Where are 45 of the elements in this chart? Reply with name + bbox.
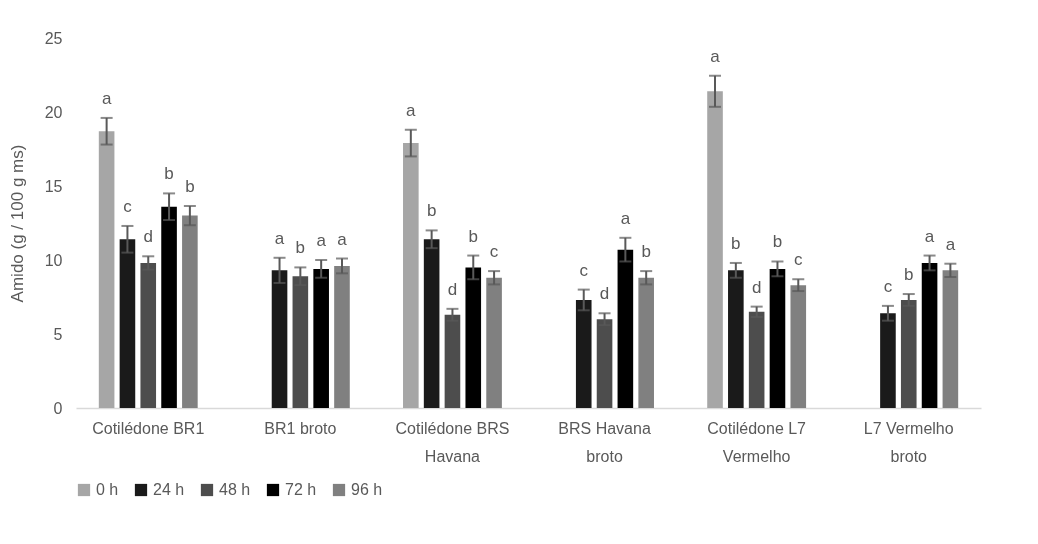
data-label: c bbox=[579, 260, 589, 280]
y-tick-label: 20 bbox=[44, 103, 63, 121]
y-tick-label: 25 bbox=[44, 29, 63, 47]
x-tick-label: BRS Havana broto bbox=[558, 419, 651, 465]
data-label: a bbox=[945, 234, 956, 254]
data-label: b bbox=[641, 242, 651, 262]
data-label: d bbox=[447, 279, 458, 299]
y-axis-title: Amido (g / 100 g ms) bbox=[7, 144, 27, 303]
data-label: c bbox=[883, 276, 893, 296]
data-label: d bbox=[599, 284, 610, 304]
data-label: a bbox=[710, 46, 721, 66]
data-label: c bbox=[794, 250, 804, 270]
data-label: b bbox=[468, 226, 478, 246]
x-tick-label: Cotilédone BR1 bbox=[92, 419, 205, 437]
y-tick-label: 15 bbox=[44, 177, 63, 195]
data-label: a bbox=[101, 88, 112, 108]
data-label: b bbox=[904, 265, 914, 285]
data-label: d bbox=[143, 227, 153, 247]
data-label: d bbox=[751, 277, 762, 297]
data-label: b bbox=[772, 232, 783, 252]
data-label: b bbox=[185, 176, 195, 196]
y-tick-label: 5 bbox=[53, 325, 63, 343]
legend-label: 24 h bbox=[153, 481, 185, 498]
data-label: a bbox=[924, 226, 935, 246]
data-label: a bbox=[620, 208, 631, 228]
x-tick-label: L7 Vermelho broto bbox=[863, 419, 954, 465]
x-tick-label: Cotilédone L7 Vermelho bbox=[707, 419, 807, 465]
data-label: a bbox=[406, 100, 417, 120]
data-label: b bbox=[426, 201, 437, 221]
legend-label: 72 h bbox=[285, 481, 317, 498]
data-label: a bbox=[337, 229, 348, 249]
data-label: b bbox=[731, 233, 741, 253]
data-label: c bbox=[489, 242, 499, 262]
y-tick-label: 0 bbox=[53, 399, 63, 417]
data-label: a bbox=[316, 231, 327, 250]
legend-label: 0 h bbox=[96, 481, 119, 498]
data-label: a bbox=[274, 228, 285, 248]
data-label: c bbox=[123, 196, 133, 216]
y-tick-label: 10 bbox=[44, 251, 63, 269]
legend-label: 96 h bbox=[351, 481, 383, 498]
legend-label: 48 h bbox=[219, 481, 251, 498]
x-tick-label: Cotilédone BRS Havana bbox=[395, 419, 510, 465]
x-tick-label: BR1 broto bbox=[264, 419, 337, 437]
data-label: b bbox=[295, 238, 306, 258]
data-label: b bbox=[164, 164, 174, 184]
